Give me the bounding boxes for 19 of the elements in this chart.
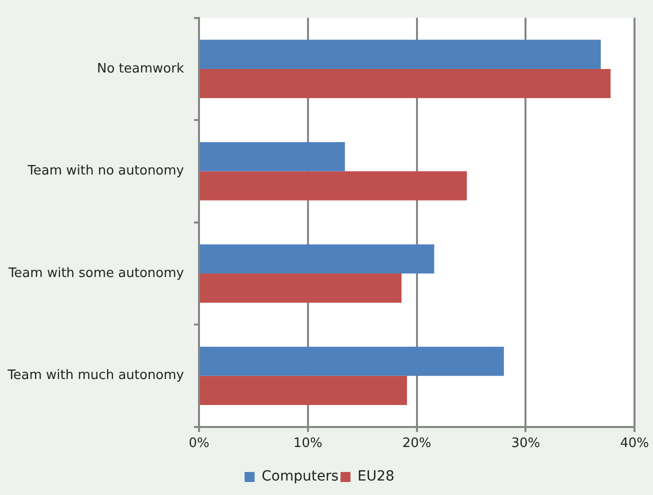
x-tick-label: 30% [511, 436, 540, 452]
bar [200, 171, 467, 200]
bar [200, 244, 434, 274]
x-tick-label: 40% [620, 436, 650, 452]
legend-label: EU28 [357, 468, 394, 485]
bar [200, 346, 504, 376]
x-tick-label: 20% [402, 436, 432, 452]
legend-label: Computers [262, 468, 338, 485]
x-tick-label: 0% [188, 436, 210, 452]
y-tick-label: Team with much autonomy [6, 368, 184, 384]
y-tick-label: Team with no autonomy [26, 164, 184, 179]
bar [200, 68, 611, 98]
y-tick-label: No teamwork [97, 61, 184, 76]
bar [200, 376, 407, 406]
bar [200, 274, 402, 303]
bar [200, 40, 601, 69]
y-tick-label: Team with some autonomy [7, 266, 184, 281]
bar [200, 142, 345, 172]
x-tick-label: 10% [293, 436, 322, 452]
